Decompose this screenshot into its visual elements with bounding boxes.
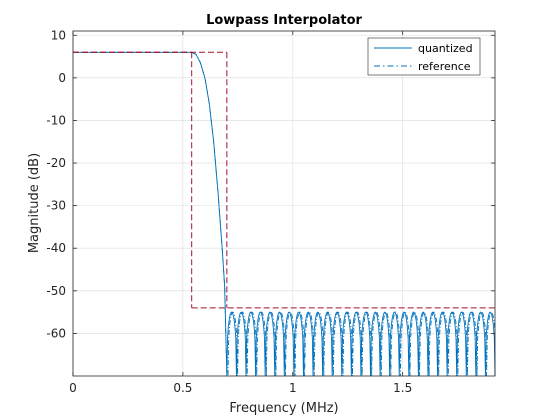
x-tick-label: 1.5 [393,381,412,395]
y-axis-label: Magnitude (dB) [27,153,42,253]
legend-label-quantized: quantized [418,42,473,55]
y-tick-label: -60 [46,326,66,340]
legend-label-reference: reference [418,60,471,73]
y-tick-label: -50 [46,284,66,298]
y-tick-label: 0 [58,71,66,85]
x-tick-label: 0.5 [173,381,192,395]
y-tick-label: -10 [46,113,66,127]
x-tick-label: 1 [289,381,297,395]
legend-box [367,37,481,76]
ticks: 0 0.5 1 1.5 10 0 -10 -20 -30 -40 -50 -60 [46,28,495,395]
series-reference-line [73,51,496,377]
y-tick-label: -20 [46,156,66,170]
data-layer [73,51,496,377]
x-tick-label: 0 [69,381,77,395]
plot-area [73,31,495,376]
axes-box [72,30,496,377]
y-tick-label: -30 [46,199,66,213]
chart-title: Lowpass Interpolator [206,13,362,28]
legend: quantized reference [367,37,481,76]
x-axis-label: Frequency (MHz) [229,401,338,416]
series-quantized-line [73,51,496,377]
y-tick-label: 10 [51,28,66,42]
y-tick-label: -40 [46,241,66,255]
